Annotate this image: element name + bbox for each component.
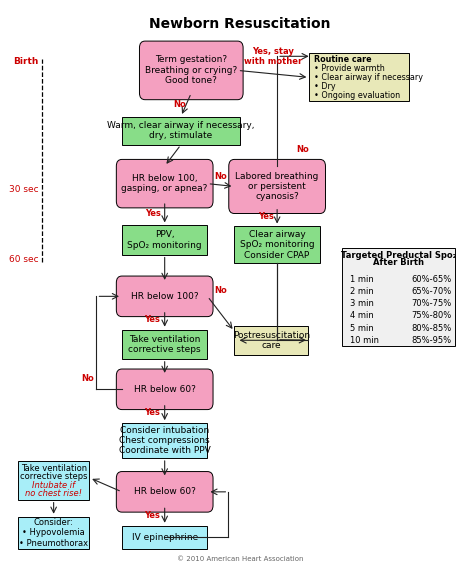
Text: 70%-75%: 70%-75%: [411, 299, 451, 308]
Text: 4 min: 4 min: [350, 311, 374, 320]
Text: Postresuscitation
care: Postresuscitation care: [233, 331, 310, 350]
FancyBboxPatch shape: [116, 472, 213, 512]
Text: 10 min: 10 min: [350, 336, 379, 345]
FancyBboxPatch shape: [122, 225, 208, 255]
Text: Intubate if: Intubate if: [32, 481, 75, 490]
Text: Newborn Resuscitation: Newborn Resuscitation: [149, 17, 331, 31]
Text: 1 min: 1 min: [350, 275, 374, 284]
Text: • Dry: • Dry: [314, 83, 336, 92]
FancyBboxPatch shape: [309, 53, 409, 101]
FancyBboxPatch shape: [342, 248, 455, 347]
Text: • Ongoing evaluation: • Ongoing evaluation: [314, 92, 400, 101]
Text: PPV,
SpO₂ monitoring: PPV, SpO₂ monitoring: [128, 230, 202, 250]
Text: Consider:
• Hypovolemia
• Pneumothorax: Consider: • Hypovolemia • Pneumothorax: [19, 518, 88, 548]
FancyBboxPatch shape: [234, 325, 309, 355]
FancyBboxPatch shape: [139, 41, 243, 100]
Text: Labored breathing
or persistent
cyanosis?: Labored breathing or persistent cyanosis…: [236, 172, 319, 201]
Text: HR below 60?: HR below 60?: [134, 385, 196, 394]
FancyBboxPatch shape: [122, 329, 208, 359]
Text: 60 sec: 60 sec: [9, 255, 38, 263]
Text: No: No: [173, 100, 186, 109]
Text: Yes: Yes: [144, 315, 160, 324]
Text: 5 min: 5 min: [350, 324, 374, 333]
FancyBboxPatch shape: [229, 159, 326, 213]
Text: No: No: [82, 373, 94, 382]
Text: Clear airway
SpO₂ monitoring
Consider CPAP: Clear airway SpO₂ monitoring Consider CP…: [240, 230, 314, 259]
Text: Birth: Birth: [13, 57, 38, 67]
Text: © 2010 American Heart Association: © 2010 American Heart Association: [177, 556, 303, 563]
Text: Targeted Preductal Spo₂: Targeted Preductal Spo₂: [341, 251, 456, 259]
Text: 2 min: 2 min: [350, 287, 374, 296]
Text: Yes: Yes: [257, 212, 273, 221]
Text: Yes: Yes: [144, 511, 160, 520]
Text: Yes, stay
with mother: Yes, stay with mother: [244, 47, 302, 66]
FancyBboxPatch shape: [122, 526, 208, 549]
Text: Routine care: Routine care: [314, 55, 372, 64]
FancyBboxPatch shape: [18, 461, 90, 500]
Text: 65%-70%: 65%-70%: [411, 287, 451, 296]
Text: HR below 100,
gasping, or apnea?: HR below 100, gasping, or apnea?: [121, 174, 208, 193]
Text: Yes: Yes: [145, 209, 161, 218]
Text: 75%-80%: 75%-80%: [411, 311, 451, 320]
Text: no chest rise!: no chest rise!: [25, 489, 82, 498]
Text: 30 sec: 30 sec: [9, 185, 38, 195]
Text: 3 min: 3 min: [350, 299, 374, 308]
FancyBboxPatch shape: [116, 369, 213, 410]
Text: • Clear airway if necessary: • Clear airway if necessary: [314, 73, 423, 83]
FancyBboxPatch shape: [116, 159, 213, 208]
Text: No: No: [214, 286, 227, 295]
Text: HR below 100?: HR below 100?: [131, 292, 199, 301]
FancyBboxPatch shape: [122, 117, 240, 145]
Text: After Birth: After Birth: [373, 258, 424, 267]
Text: corrective steps: corrective steps: [20, 472, 87, 481]
Text: Consider intubation
Chest compressions
Coordinate with PPV: Consider intubation Chest compressions C…: [119, 426, 210, 455]
Text: HR below 60?: HR below 60?: [134, 487, 196, 496]
Text: Take ventilation
corrective steps: Take ventilation corrective steps: [128, 335, 201, 354]
Text: No: No: [215, 172, 227, 182]
Text: 80%-85%: 80%-85%: [411, 324, 451, 333]
Text: • Provide warmth: • Provide warmth: [314, 64, 385, 73]
Text: Warm, clear airway if necessary,
dry, stimulate: Warm, clear airway if necessary, dry, st…: [107, 121, 255, 141]
Text: 60%-65%: 60%-65%: [411, 275, 451, 284]
Text: Take ventilation: Take ventilation: [20, 464, 87, 473]
FancyBboxPatch shape: [122, 423, 208, 458]
FancyBboxPatch shape: [234, 226, 320, 263]
Text: 85%-95%: 85%-95%: [411, 336, 451, 345]
FancyBboxPatch shape: [116, 276, 213, 316]
Text: IV epinephrine: IV epinephrine: [132, 533, 198, 542]
Text: Term gestation?
Breathing or crying?
Good tone?: Term gestation? Breathing or crying? Goo…: [145, 56, 237, 85]
FancyBboxPatch shape: [18, 517, 90, 549]
Text: No: No: [296, 145, 309, 154]
Text: Yes: Yes: [144, 409, 160, 418]
